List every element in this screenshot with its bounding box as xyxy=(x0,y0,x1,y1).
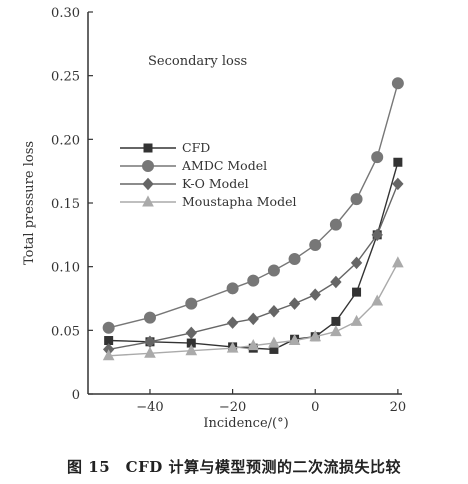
data-point-k-o-model xyxy=(330,275,342,289)
series-line-cfd xyxy=(108,162,399,351)
legend-entry-moustapha-model: Moustapha Model xyxy=(120,194,296,209)
data-point-amdc-model xyxy=(102,321,115,334)
series-moustapha-model xyxy=(102,256,404,361)
data-point-moustapha-model xyxy=(268,336,280,348)
annotation-secondary-loss: Secondary loss xyxy=(148,54,247,69)
data-point-amdc-model xyxy=(247,274,260,287)
y-axis-title: Total pressure loss xyxy=(22,141,37,265)
data-point-cfd xyxy=(331,316,341,326)
legend-label: AMDC Model xyxy=(181,158,267,173)
data-point-moustapha-model xyxy=(247,339,260,351)
data-point-amdc-model xyxy=(226,282,239,295)
ticks: 0 0.05 0.10 0.15 0.20 0.25 0.30 −40 −20 0 20 xyxy=(51,6,406,415)
y-tick-label: 0.25 xyxy=(51,70,80,85)
data-point-amdc-model xyxy=(267,264,280,277)
legend-marker xyxy=(143,143,153,153)
data-point-cfd xyxy=(393,157,403,167)
data-point-moustapha-model xyxy=(226,341,239,353)
legend-marker xyxy=(142,177,154,191)
data-point-k-o-model xyxy=(247,312,259,326)
x-tick-label: −20 xyxy=(219,400,246,415)
legend-marker xyxy=(142,195,154,207)
y-tick-label: 0.05 xyxy=(51,324,80,339)
data-point-amdc-model xyxy=(329,218,342,231)
figure-caption: 图 15 CFD 计算与模型预测的二次流损失比较 xyxy=(67,458,401,476)
data-point-amdc-model xyxy=(143,311,156,324)
data-point-k-o-model xyxy=(268,304,280,318)
data-point-moustapha-model xyxy=(371,294,384,306)
y-tick-label: 0 xyxy=(72,388,80,403)
y-tick-label: 0.20 xyxy=(51,133,80,148)
data-point-amdc-model xyxy=(391,77,404,90)
series xyxy=(102,77,404,361)
data-point-amdc-model xyxy=(309,239,322,252)
legend-entry-amdc-model: AMDC Model xyxy=(120,158,267,173)
x-tick-label: 0 xyxy=(311,400,319,415)
data-point-cfd xyxy=(352,287,362,297)
data-point-k-o-model xyxy=(226,316,239,329)
data-point-k-o-model xyxy=(371,228,383,242)
data-point-moustapha-model xyxy=(309,330,322,342)
series-line-moustapha-model xyxy=(108,262,399,357)
data-point-amdc-model xyxy=(371,151,384,164)
legend-marker xyxy=(142,160,154,172)
data-point-k-o-model xyxy=(350,256,363,270)
legend-label: Moustapha Model xyxy=(182,194,296,209)
y-tick-label: 0.30 xyxy=(51,6,80,21)
series-amdc-model xyxy=(102,77,404,334)
x-tick-label: 20 xyxy=(390,400,407,415)
legend-entry-k-o-model: K-O Model xyxy=(120,176,249,191)
data-point-k-o-model xyxy=(392,177,404,191)
data-point-moustapha-model xyxy=(392,256,404,268)
legend-entry-cfd: CFD xyxy=(120,140,210,155)
data-point-k-o-model xyxy=(185,326,197,340)
data-point-moustapha-model xyxy=(350,314,363,326)
series-k-o-model xyxy=(102,177,404,356)
y-tick-label: 0.15 xyxy=(51,197,80,212)
series-line-amdc-model xyxy=(108,83,399,329)
y-tick-label: 0.10 xyxy=(51,261,80,276)
data-point-moustapha-model xyxy=(185,344,198,356)
data-point-amdc-model xyxy=(185,297,198,310)
data-point-moustapha-model xyxy=(144,346,156,358)
data-point-moustapha-model xyxy=(288,333,301,346)
series-line-k-o-model xyxy=(108,183,399,351)
legend-label: K-O Model xyxy=(182,176,249,191)
data-point-moustapha-model xyxy=(330,325,342,337)
x-axis-title: Incidence/(°) xyxy=(203,416,288,431)
chart: 0 0.05 0.10 0.15 0.20 0.25 0.30 −40 −20 0 20 Secon… xyxy=(22,6,406,431)
legend: CFD AMDC Model K-O Model Moustapha Model xyxy=(120,140,296,209)
data-point-moustapha-model xyxy=(102,349,115,361)
data-point-amdc-model xyxy=(288,253,301,266)
legend-label: CFD xyxy=(182,140,210,155)
data-point-k-o-model xyxy=(288,297,301,310)
data-point-amdc-model xyxy=(350,193,363,206)
x-tick-label: −40 xyxy=(136,400,163,415)
data-point-k-o-model xyxy=(309,288,321,301)
